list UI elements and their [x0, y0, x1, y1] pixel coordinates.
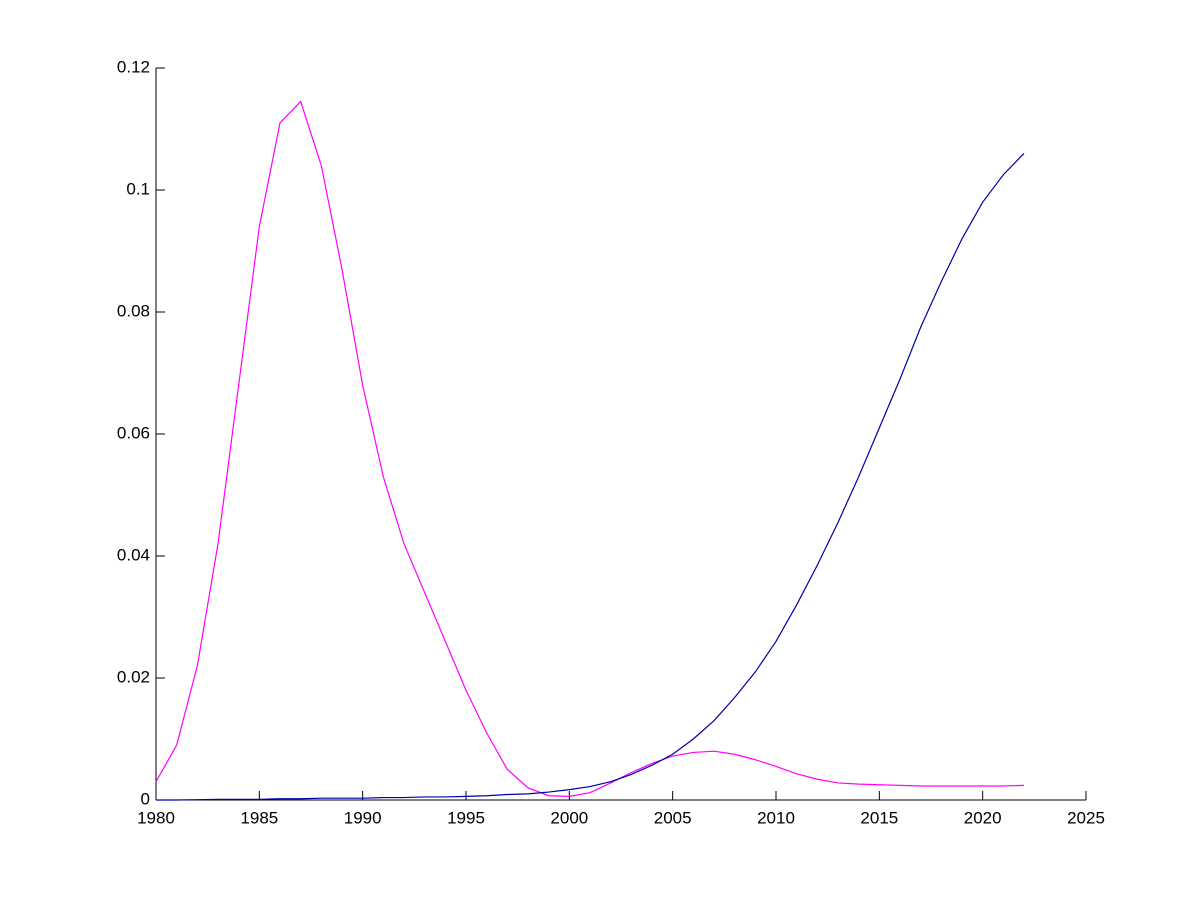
- x-tick-label: 2015: [860, 808, 898, 827]
- line-series: [156, 152, 1025, 801]
- x-tick-label: 1990: [344, 808, 382, 827]
- x-tick-label: 2000: [550, 808, 588, 827]
- y-tick-label: 0.1: [126, 179, 150, 198]
- y-tick-label: 0.06: [117, 423, 150, 442]
- y-tick-label: 0.02: [117, 667, 150, 686]
- x-tick-label: 1985: [240, 808, 278, 827]
- y-tick-label: 0.04: [117, 545, 150, 564]
- y-tick-label: 0.08: [117, 301, 150, 320]
- line-series: [155, 100, 1025, 797]
- x-tick-label: 2020: [964, 808, 1002, 827]
- x-tick-label: 2005: [654, 808, 692, 827]
- x-tick-label: 2010: [757, 808, 795, 827]
- x-tick-label: 1995: [447, 808, 485, 827]
- y-tick-label: 0.12: [117, 57, 150, 76]
- x-tick-label: 2025: [1067, 808, 1105, 827]
- x-tick-label: 1980: [137, 808, 175, 827]
- y-tick-label: 0: [141, 789, 150, 808]
